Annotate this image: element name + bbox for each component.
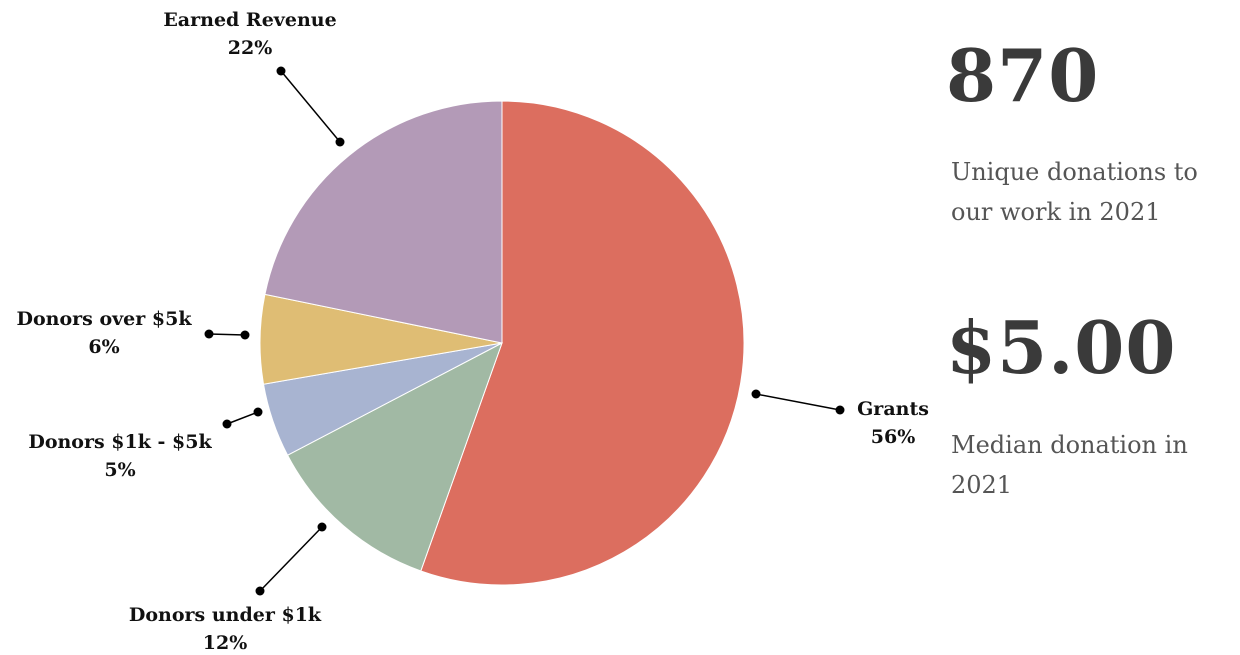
leader-line-grants	[755, 393, 841, 411]
donation-count: 870	[946, 33, 1100, 118]
pie-slices	[259, 100, 745, 586]
label-donors-1k-5k-name: Donors $1k - $5k	[28, 431, 212, 453]
label-grants-pct: 56%	[871, 426, 916, 448]
leader-line-earned-revenue	[280, 70, 341, 143]
leader-dot-earned-revenue-label	[276, 66, 286, 76]
stats-panel: 870 Unique donations to our work in 2021…	[946, 0, 1240, 655]
leader-dot-grants-label	[835, 405, 845, 415]
leader-dot-donors-1k-5k-slice	[253, 407, 263, 417]
label-earned-revenue-pct: 22%	[228, 37, 273, 59]
median-donation-caption: Median donation in 2021	[951, 431, 1188, 499]
leader-dot-donors-under-1k-label	[255, 586, 265, 596]
leader-dot-grants-slice	[751, 389, 761, 399]
leader-dot-donors-1k-5k-label	[222, 419, 232, 429]
leader-line-donors-1k-5k	[226, 411, 259, 425]
label-donors-under-1k-name: Donors under $1k	[129, 604, 322, 626]
leader-dot-donors-under-1k-slice	[317, 522, 327, 532]
leader-dot-earned-revenue-slice	[335, 137, 345, 147]
label-donors-over-5k-pct: 6%	[88, 336, 119, 358]
leader-dot-donors-over-5k-label	[204, 329, 214, 339]
label-earned-revenue-name: Earned Revenue	[163, 9, 336, 31]
leader-dot-donors-over-5k-slice	[240, 330, 250, 340]
leader-line-donors-over-5k	[208, 333, 246, 336]
pie-chart: Grants 56% Donors under $1k 12% Donors $…	[17, 9, 929, 654]
leader-line-donors-under-1k	[259, 526, 323, 592]
pie-slice-earned-revenue	[264, 100, 503, 344]
label-donors-over-5k-name: Donors over $5k	[17, 308, 193, 330]
pie-slice-donors-under-1k	[286, 341, 503, 572]
pie-slice-grants	[420, 100, 745, 586]
label-donors-under-1k-pct: 12%	[203, 632, 248, 654]
label-grants-name: Grants	[857, 398, 929, 420]
donation-count-caption: Unique donations to our work in 2021	[951, 158, 1198, 226]
slice-labels: Grants 56% Donors under $1k 12% Donors $…	[17, 9, 929, 654]
label-donors-1k-5k-pct: 5%	[104, 459, 135, 481]
median-donation: $5.00	[946, 305, 1177, 390]
leader-lines	[204, 66, 845, 596]
